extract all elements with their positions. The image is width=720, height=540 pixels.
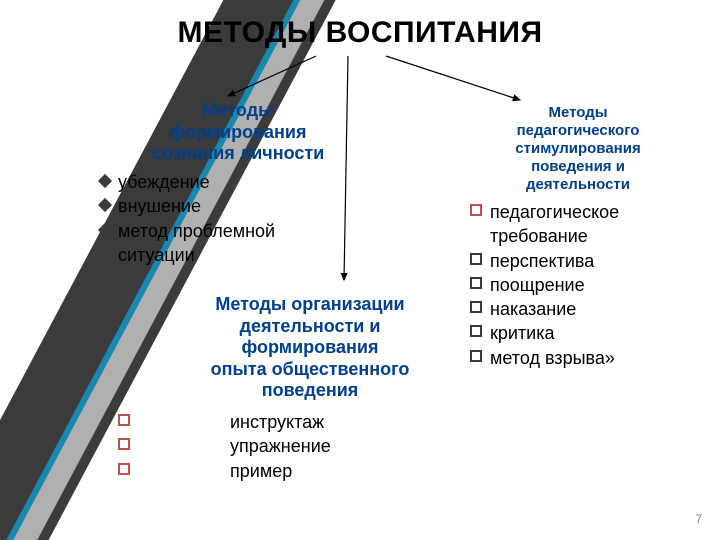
list-item: поощрение [470, 273, 680, 297]
list-item: метод взрыва» [470, 346, 680, 370]
list-item-text: критика [490, 321, 555, 345]
list-item-text: перспектива [490, 249, 594, 273]
list-item-text: метод взрыва» [490, 346, 615, 370]
arrow-right [386, 56, 520, 100]
page-number: 7 [695, 512, 702, 526]
branch-right-title: Методыпедагогическогостимулированияповед… [488, 104, 668, 194]
branch-right-list: педагогическое требование перспектива по… [470, 200, 680, 370]
list-item: перспектива [470, 249, 680, 273]
list-item-text: метод проблемной ситуации [118, 219, 340, 268]
list-item-text: поощрение [490, 273, 585, 297]
list-item-text: внушение [118, 194, 201, 218]
list-item: инструктаж [118, 410, 398, 434]
list-item: педагогическое требование [470, 200, 680, 249]
list-item: пример [118, 459, 398, 483]
list-item: метод проблемной ситуации [100, 219, 340, 268]
list-item-text: наказание [490, 297, 576, 321]
arrow-center [344, 56, 348, 280]
branch-left-list: убеждение внушение метод проблемной ситу… [100, 170, 340, 267]
list-item: критика [470, 321, 680, 345]
list-item: убеждение [100, 170, 340, 194]
list-item-text: инструктаж [230, 410, 324, 434]
slide: МЕТОДЫ ВОСПИТАНИЯ Методыформированиясозн… [0, 0, 720, 540]
list-item-text: упражнение [230, 434, 331, 458]
slide-title: МЕТОДЫ ВОСПИТАНИЯ [0, 16, 720, 50]
list-item: упражнение [118, 434, 398, 458]
list-item: внушение [100, 194, 340, 218]
list-item: наказание [470, 297, 680, 321]
branch-center-list: инструктаж упражнение пример [118, 410, 398, 483]
branch-left-title: Методыформированиясознания личности [128, 100, 348, 165]
list-item-text: убеждение [118, 170, 210, 194]
list-item-text: пример [230, 459, 292, 483]
branch-center-title: Методы организациидеятельности иформиров… [190, 294, 430, 402]
list-item-text: педагогическое требование [490, 200, 680, 249]
